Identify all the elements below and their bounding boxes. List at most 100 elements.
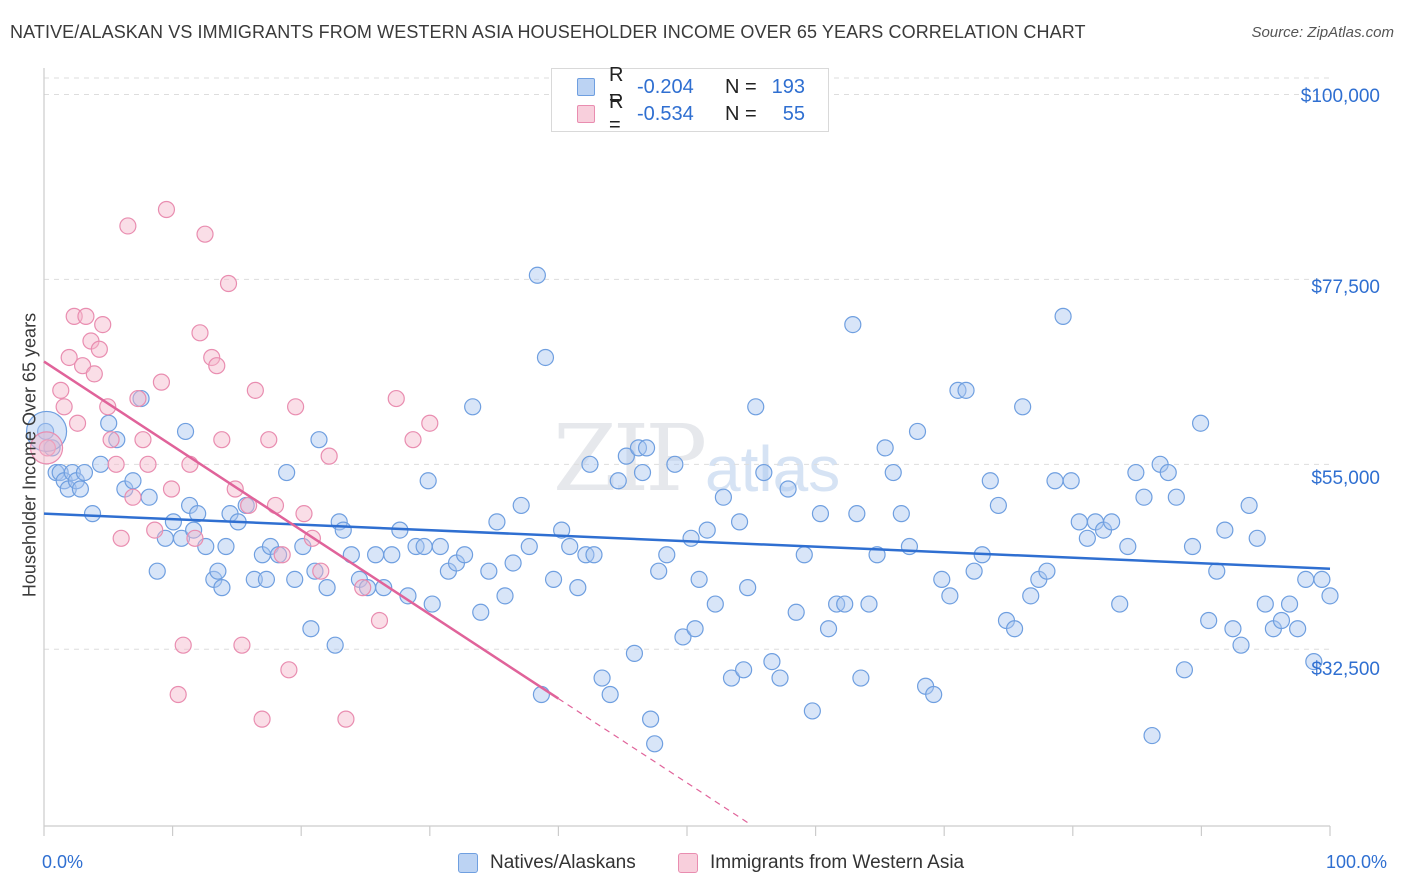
data-point-natives [1167, 488, 1185, 506]
data-point-natives [609, 472, 627, 490]
data-point-immigrants [29, 431, 64, 465]
data-point-immigrants [203, 348, 221, 367]
data-point-natives [108, 431, 126, 449]
data-point-natives [601, 685, 619, 704]
data-point-natives [302, 620, 320, 638]
watermark-atlas: atlas [705, 433, 841, 505]
data-point-immigrants [38, 439, 56, 457]
bottom-legend-natives[interactable]: Natives/Alaskans [458, 852, 636, 874]
data-point-natives [1038, 562, 1056, 580]
data-point-natives [981, 472, 999, 490]
data-point-immigrants [152, 373, 171, 391]
data-point-natives [148, 562, 166, 580]
data-point-immigrants [240, 496, 258, 515]
data-point-immigrants [55, 398, 73, 416]
legend-swatch-pink [577, 105, 595, 123]
legend-swatch-pink [678, 853, 698, 873]
data-point-immigrants [320, 447, 338, 465]
data-point-natives [419, 472, 437, 490]
data-point-natives [528, 266, 546, 284]
data-point-natives [690, 570, 708, 589]
data-point-natives [1143, 726, 1161, 745]
data-point-natives [269, 546, 288, 564]
data-point-natives [71, 480, 89, 498]
source-label: Source: ZipAtlas.com [1251, 24, 1394, 41]
data-point-natives [213, 579, 231, 597]
data-point-immigrants [134, 431, 152, 449]
bottom-legend-immigrants[interactable]: Immigrants from Western Asia [678, 852, 964, 874]
legend-n-value: 55 [782, 102, 805, 125]
data-point-immigrants [387, 389, 405, 408]
data-point-natives [1062, 472, 1080, 490]
data-point-natives [1321, 587, 1339, 605]
data-point-natives [423, 595, 441, 613]
data-point-natives [51, 463, 69, 482]
data-point-natives [1005, 620, 1024, 638]
data-point-natives [1297, 570, 1315, 589]
data-point-immigrants [60, 348, 78, 367]
data-point-natives [1127, 463, 1145, 482]
data-point-natives [326, 636, 344, 654]
legend-swatch-blue [458, 853, 478, 873]
data-point-natives [1191, 414, 1210, 432]
data-point-natives [698, 521, 716, 539]
data-point-natives [730, 513, 749, 531]
data-point-natives [642, 710, 660, 728]
legend: R = -0.204 N = 193 R = -0.534 N = 55 [551, 64, 829, 136]
data-point-immigrants [146, 521, 164, 539]
data-point-immigrants [174, 636, 192, 654]
data-point-natives [415, 537, 433, 556]
data-point-natives [763, 653, 781, 671]
data-point-natives [1111, 595, 1129, 613]
data-point-natives [844, 315, 862, 334]
data-point-natives [455, 546, 474, 564]
data-point-immigrants [65, 307, 83, 325]
data-point-natives [1256, 595, 1274, 613]
data-point-natives [1078, 529, 1096, 547]
data-point-immigrants [77, 307, 95, 325]
data-point-immigrants [102, 431, 120, 449]
data-point-natives [755, 463, 773, 482]
data-point-immigrants [370, 611, 389, 630]
data-point-natives [1208, 562, 1226, 580]
data-point-immigrants [191, 324, 209, 342]
data-point-natives [787, 603, 805, 621]
data-point-immigrants [404, 431, 422, 449]
data-point-natives [739, 579, 757, 597]
data-point-immigrants [213, 431, 231, 449]
data-point-natives [625, 644, 644, 662]
data-point-natives [1272, 611, 1291, 630]
data-point-immigrants [280, 661, 298, 679]
data-point-natives [334, 521, 352, 539]
data-point-natives [1224, 620, 1242, 638]
data-point-natives [569, 579, 587, 597]
data-point-natives [876, 439, 894, 457]
bottom-legend: Natives/Alaskans Immigrants from Western… [0, 852, 1406, 878]
legend-r-label: R = [609, 91, 624, 136]
trendline-natives [43, 512, 1331, 570]
data-point-natives [646, 735, 664, 753]
bottom-legend-label: Natives/Alaskans [490, 852, 636, 873]
legend-r-label: R = [609, 64, 624, 109]
data-point-natives [310, 431, 328, 449]
data-point-immigrants [295, 505, 313, 523]
data-point-natives [172, 529, 191, 547]
y-tick-label: $55,000 [1311, 468, 1380, 489]
y-axis-label: Householder Income Over 65 years [19, 312, 40, 598]
data-point-natives [617, 447, 635, 465]
data-point-immigrants [337, 710, 355, 728]
data-point-immigrants [99, 398, 117, 416]
data-point-natives [431, 537, 449, 556]
data-point-natives [848, 505, 866, 523]
data-point-natives [1159, 463, 1177, 482]
data-point-natives [1216, 521, 1234, 539]
data-point-immigrants [287, 398, 305, 416]
data-point-natives [1119, 537, 1137, 556]
data-point-natives [472, 603, 490, 621]
data-point-natives [257, 570, 276, 589]
data-point-natives [92, 455, 110, 473]
data-point-natives [965, 562, 983, 580]
legend-swatch-blue [577, 78, 595, 96]
data-point-immigrants [253, 710, 271, 728]
data-point-natives [1014, 398, 1032, 416]
